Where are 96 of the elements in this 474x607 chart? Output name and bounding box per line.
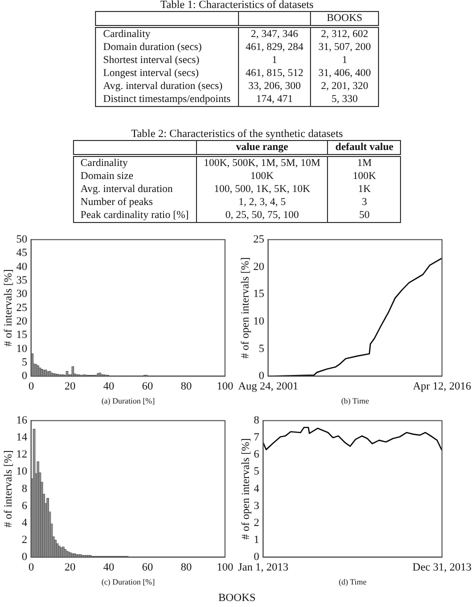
y-tick-label: 15 bbox=[253, 288, 265, 300]
y-tick-label: 40 bbox=[16, 260, 28, 273]
x-tick-label: Dec 31, 2013 bbox=[412, 562, 472, 574]
text: 1, 2, 3, 4, 5 bbox=[238, 197, 286, 208]
category-label: Avg. interval duration bbox=[80, 184, 173, 195]
y-tick-label: 10 bbox=[16, 342, 28, 355]
y-tick-label: 14 bbox=[16, 432, 28, 444]
x-tick-label: 20 bbox=[64, 380, 76, 393]
x-axis-title: (b) Time bbox=[341, 396, 370, 406]
y-tick-label: 35 bbox=[16, 274, 28, 286]
y-tick-label: 0 bbox=[258, 370, 265, 382]
y-tick-label: 8 bbox=[254, 414, 260, 426]
y-tick-label: 45 bbox=[16, 247, 28, 260]
y-tick-label: 2 bbox=[254, 516, 260, 529]
y-tick-label: 16 bbox=[16, 414, 28, 426]
y-tick-label: 6 bbox=[22, 500, 28, 512]
y-tick-label: 8 bbox=[22, 482, 28, 495]
text: 100K, 500K, 1M, 5M, 10M bbox=[204, 158, 320, 169]
text: Table 2: Characteristics of the synthetic datasets bbox=[130, 128, 344, 140]
y-tick-label: 5 bbox=[258, 342, 265, 355]
y-tick-label: 10 bbox=[16, 466, 28, 478]
y-tick-label: 25 bbox=[253, 233, 265, 246]
text: BOOKS bbox=[217, 592, 257, 604]
x-axis-title: (d) Time bbox=[338, 577, 367, 586]
text: 1 bbox=[272, 55, 278, 66]
x-tick-label: 100 bbox=[216, 380, 234, 393]
y-tick-label: 0 bbox=[254, 551, 260, 564]
text: 100K bbox=[250, 171, 274, 182]
text: 461, 829, 284 bbox=[246, 42, 304, 53]
y-tick-label: 5 bbox=[22, 356, 28, 368]
x-tick-label: 80 bbox=[180, 562, 192, 574]
y-tick-label: 7 bbox=[254, 432, 260, 444]
x-axis-title: (c) Duration [%] bbox=[101, 577, 156, 586]
category-label: Shortest interval (secs) bbox=[103, 55, 200, 66]
y-tick-label: 4 bbox=[254, 482, 260, 495]
category-label: Domain duration (secs) bbox=[103, 42, 202, 53]
text: 33, 206, 300 bbox=[248, 81, 301, 92]
category-label: Avg. interval duration (secs) bbox=[103, 81, 222, 92]
category-label: Distinct timestamps/endpoints bbox=[103, 94, 231, 105]
text: 5, 330 bbox=[331, 94, 358, 105]
category-label: Peak cardinality ratio [%] bbox=[80, 210, 189, 221]
x-tick-label: 60 bbox=[142, 380, 154, 393]
text: 50 bbox=[359, 210, 370, 221]
y-tick-label: 3 bbox=[254, 500, 260, 512]
x-tick-label: 40 bbox=[103, 380, 115, 393]
y-tick-label: 30 bbox=[16, 288, 28, 300]
text: 1M bbox=[357, 158, 372, 169]
y-tick-label: 10 bbox=[253, 315, 265, 328]
category-label: BOOKS bbox=[310, 12, 378, 26]
y-tick-label: 5 bbox=[254, 466, 260, 478]
y-axis-title: # of open intervals [%] bbox=[240, 438, 252, 540]
y-tick-label: 20 bbox=[16, 315, 28, 328]
y-tick-label: 6 bbox=[254, 448, 260, 461]
category-label: Cardinality bbox=[80, 158, 128, 169]
category-label: value range bbox=[196, 140, 328, 156]
y-tick-label: 25 bbox=[16, 302, 28, 314]
x-tick-label: 40 bbox=[103, 562, 115, 574]
x-tick-label: Aug 24, 2001 bbox=[238, 380, 298, 393]
y-tick-label: 2 bbox=[22, 534, 28, 546]
x-tick-label: 80 bbox=[180, 380, 192, 393]
y-axis-title: # of intervals [%] bbox=[2, 450, 14, 528]
y-tick-label: 0 bbox=[22, 370, 28, 382]
text: 2, 312, 602 bbox=[320, 29, 368, 40]
category-label: Longest interval (secs) bbox=[103, 68, 199, 79]
category-label: Number of peaks bbox=[80, 197, 153, 208]
y-axis-title: # of intervals [%] bbox=[2, 269, 14, 347]
y-tick-label: 0 bbox=[22, 551, 28, 564]
text: 1 bbox=[342, 55, 348, 66]
y-tick-label: 20 bbox=[253, 260, 265, 273]
text: 3 bbox=[362, 197, 368, 208]
text: 1K bbox=[358, 184, 371, 195]
text: 2, 201, 320 bbox=[320, 81, 368, 92]
text: 174, 471 bbox=[256, 94, 293, 105]
text: Table 1: Characteristics of datasets bbox=[159, 0, 315, 11]
category-label: Domain size bbox=[80, 171, 134, 182]
x-tick-label: 100 bbox=[216, 562, 234, 574]
text: 31, 406, 400 bbox=[318, 68, 371, 79]
text: 461, 815, 512 bbox=[246, 68, 304, 79]
category-label: default value bbox=[328, 140, 401, 156]
text: 2, 347, 346 bbox=[250, 29, 298, 40]
y-tick-label: 12 bbox=[16, 448, 28, 461]
x-axis-title: (a) Duration [%] bbox=[101, 396, 156, 406]
y-axis-title: # of open intervals [%] bbox=[239, 257, 252, 359]
text: 0, 25, 50, 75, 100 bbox=[225, 210, 299, 221]
category-label: Cardinality bbox=[103, 29, 150, 40]
y-tick-label: 4 bbox=[22, 516, 28, 529]
x-tick-label: Jan 1, 2013 bbox=[238, 562, 289, 574]
text: 100K bbox=[352, 171, 376, 182]
y-tick-label: 50 bbox=[16, 233, 28, 246]
text: 100, 500, 1K, 5K, 10K bbox=[214, 184, 310, 195]
x-tick-label: 60 bbox=[142, 562, 154, 574]
x-tick-label: Apr 12, 2016 bbox=[412, 380, 472, 393]
y-tick-label: 1 bbox=[254, 534, 260, 546]
y-tick-label: 15 bbox=[16, 329, 28, 342]
text: 31, 507, 200 bbox=[318, 42, 371, 53]
x-tick-label: 20 bbox=[64, 562, 76, 574]
